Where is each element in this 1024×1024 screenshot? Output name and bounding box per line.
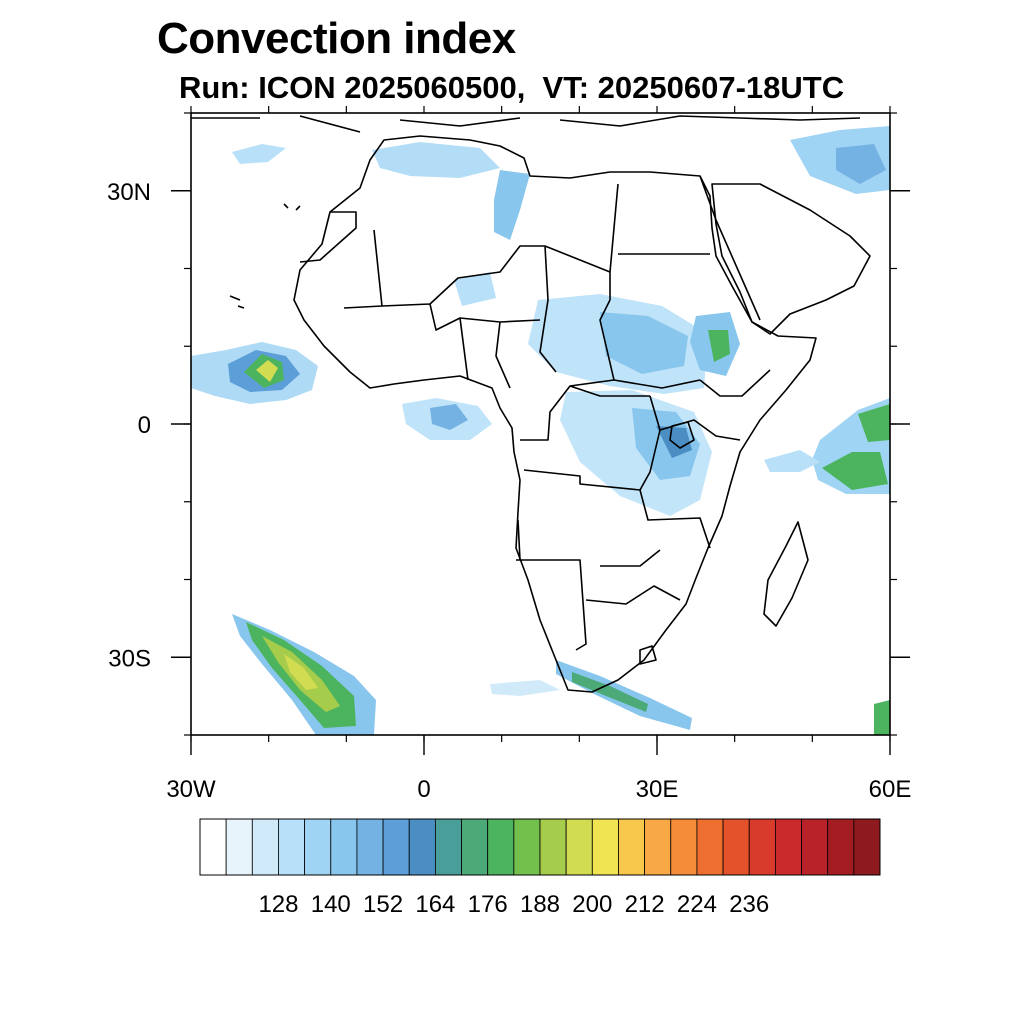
lat-tick-label: 30N [107,179,151,206]
colorbar-swatch [199,818,227,876]
africa-coastline [293,135,817,693]
convection-blob [874,700,890,735]
coastlines-and-borders [191,115,871,693]
colorbar-swatch [618,818,646,876]
colorbar-swatch [330,818,358,876]
colorbar-swatch [591,818,619,876]
colorbar-swatch [696,818,724,876]
convection-blob [836,144,886,184]
colorbar-label: 164 [415,891,455,918]
colorbar-swatch [774,818,802,876]
colorbar-swatch [565,818,593,876]
lat-tick-label: 30S [108,645,151,672]
colorbar-swatch [434,818,462,876]
colorbar-label: 128 [258,891,298,918]
lat-tick-label: 0 [138,412,151,439]
convection-blob [430,404,468,430]
colorbar-swatch [513,818,541,876]
colorbar-label: 236 [729,891,769,918]
colorbar-swatch [670,818,698,876]
colorbar-label: 224 [677,891,717,918]
convection-blob [858,404,890,442]
plot-frame [190,112,891,736]
colorbar-swatch [225,818,253,876]
colorbar-frame [199,818,881,876]
colorbar-label: 212 [625,891,665,918]
convection-blob [490,680,560,696]
chart-subtitle: Run: ICON 2025060500, VT: 20250607-18UTC [179,70,845,105]
convection-blob [372,142,500,178]
colorbar-swatch [278,818,306,876]
colorbar-swatch [356,818,384,876]
colorbar-swatch [722,818,750,876]
convection-blob [284,654,318,690]
convection-blob [232,144,286,164]
convection-blob [600,312,688,374]
convection-blob [764,450,820,472]
colorbar-swatch [748,818,776,876]
colorbar-swatch [382,818,410,876]
colorbar: 128 140 152 164 176 188 200 212 224 236 [199,818,881,918]
lon-tick-label: 30E [636,776,679,803]
convection-blob [708,330,730,362]
lon-tick-label: 60E [869,776,912,803]
lake-victoria [669,421,695,449]
convection-blob [822,452,888,490]
convection-blob [494,170,530,240]
colorbar-label: 200 [572,891,612,918]
canary-islands [229,203,301,309]
convection-blob [454,272,496,306]
convection-blob [572,672,648,712]
chart-title: Convection index [157,14,516,63]
red-sea-line [699,175,761,321]
colorbar-label: 188 [520,891,560,918]
colorbar-swatch [487,818,515,876]
colorbar-swatch [251,818,279,876]
colorbar-label: 140 [311,891,351,918]
colorbar-swatch [461,818,489,876]
convection-blob [656,426,692,458]
lon-tick-label: 0 [417,776,430,803]
arabia-outline [711,183,871,335]
convection-field [191,126,890,735]
colorbar-swatch [408,818,436,876]
colorbar-label: 176 [468,891,508,918]
colorbar-swatch [827,818,855,876]
colorbar-swatch [644,818,672,876]
mediterranean-north [191,115,861,133]
colorbar-swatch [539,818,567,876]
madagascar-outline [763,521,809,627]
colorbar-swatch [853,818,881,876]
country-borders [299,183,771,665]
colorbar-swatch [801,818,829,876]
convection-blob [256,360,278,382]
lon-tick-label: 30W [166,776,216,803]
colorbar-label: 152 [363,891,403,918]
colorbar-swatch [304,818,332,876]
axis-ticks: 30W 0 30E 60E 30N 0 30S [107,106,911,803]
